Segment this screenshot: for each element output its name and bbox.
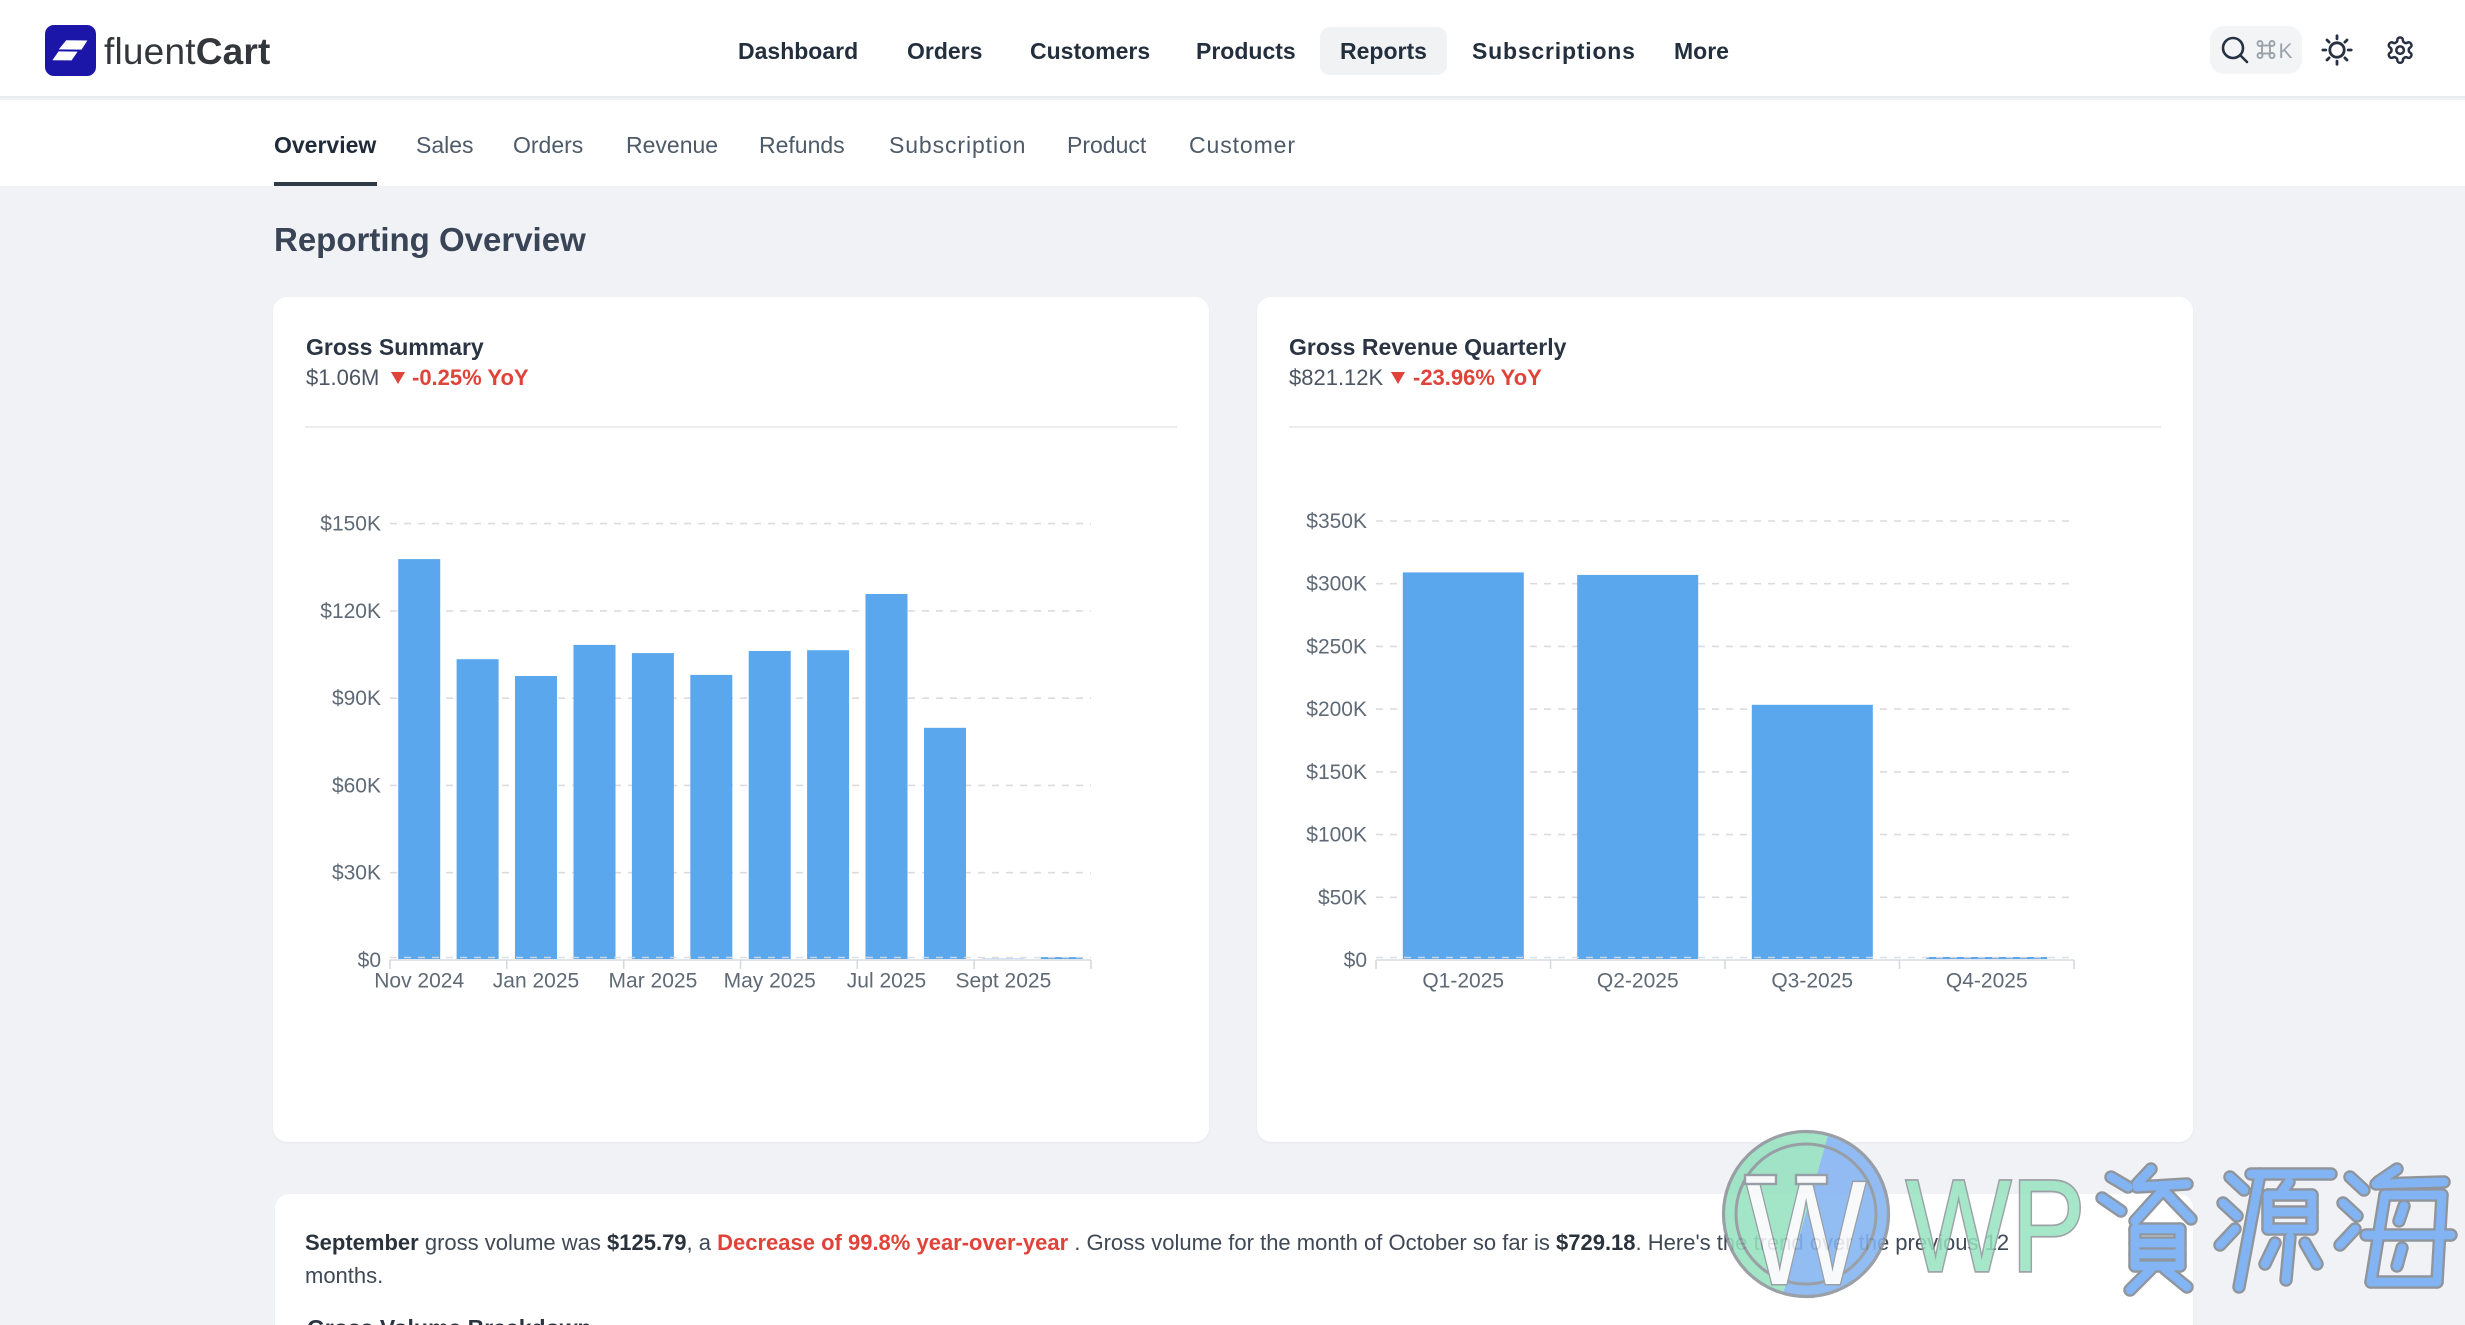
svg-text:K: K: [2279, 40, 2293, 63]
